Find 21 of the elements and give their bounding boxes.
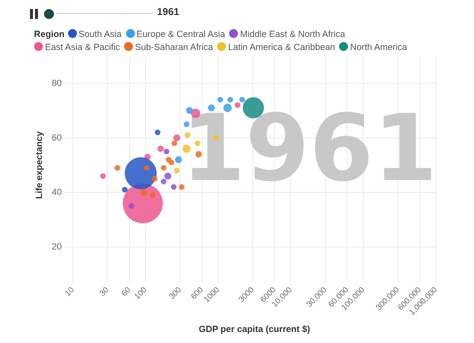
- legend-label: Latin America & Caribbean: [227, 41, 336, 54]
- y-tick-label: 20: [52, 241, 62, 252]
- x-tick-label: 30: [98, 284, 111, 298]
- x-tick-label: 60: [120, 284, 133, 298]
- x-tick-label: 100: [132, 284, 149, 302]
- y-axis-title: Life expectancy: [34, 131, 44, 199]
- legend-title: Region: [34, 29, 64, 39]
- legend-label: Sub-Saharan Africa: [134, 41, 214, 54]
- x-tick-label: 600: [189, 284, 206, 302]
- legend-label: Europe & Central Asia: [136, 28, 226, 41]
- legend-label: Middle East & North Africa: [239, 28, 346, 41]
- x-tick-label: 300: [167, 284, 184, 302]
- y-tick-label: 60: [52, 132, 62, 142]
- legend-label: East Asia & Pacific: [44, 41, 120, 54]
- x-tick-label: 10: [63, 284, 76, 298]
- x-axis-title: GDP per capita (current $): [198, 324, 310, 334]
- legend-label: North America: [349, 41, 408, 54]
- text: 1961: [157, 7, 180, 18]
- legend-label: South Asia: [78, 28, 122, 41]
- y-tick-label: 40: [52, 186, 62, 197]
- y-tick-label: 80: [52, 78, 62, 88]
